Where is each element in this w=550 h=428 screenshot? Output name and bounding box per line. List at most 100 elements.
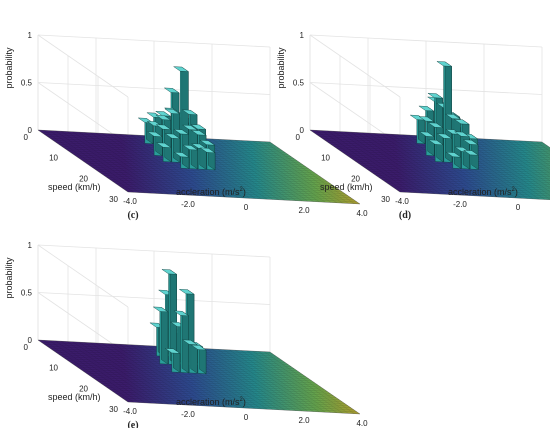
mesh-line — [113, 343, 204, 407]
mesh-line — [252, 140, 343, 204]
x-tick-label: -4.0 — [123, 197, 137, 206]
mesh-line — [378, 177, 550, 187]
bar-top-face — [436, 133, 453, 139]
mesh-line — [387, 183, 550, 193]
mesh-line — [344, 131, 435, 194]
x-axis-label-superscript: 2 — [240, 187, 244, 193]
grid-line — [309, 34, 401, 98]
bar-top-face — [164, 348, 181, 354]
mesh-line — [217, 349, 308, 412]
mesh-line — [130, 134, 221, 197]
bar-top-face — [181, 124, 199, 131]
y-tick-label: 0 — [24, 343, 29, 352]
bars — [137, 66, 216, 171]
mesh-line — [363, 167, 550, 177]
mesh-line — [366, 169, 550, 179]
mesh-line — [55, 130, 146, 194]
mesh-line — [240, 350, 332, 413]
mesh-line — [100, 383, 334, 396]
bar-top-face — [178, 289, 195, 295]
mesh-line — [206, 348, 297, 411]
mesh-line — [350, 131, 441, 195]
grid-line — [309, 34, 543, 48]
bar-top-face — [155, 142, 172, 148]
z-axis-label: probability — [4, 47, 14, 89]
mesh-line — [107, 133, 198, 196]
y-axis-label: speed (km/h) — [48, 392, 101, 402]
surface-mesh — [40, 130, 358, 204]
y-tick-label: 10 — [49, 364, 58, 373]
grid-line — [37, 82, 271, 95]
y-tick-label: 10 — [49, 154, 58, 163]
bar-top-face — [182, 144, 199, 151]
mesh-line — [91, 167, 325, 180]
bar-top-face — [427, 92, 444, 99]
mesh-line — [217, 139, 308, 202]
mesh-line — [112, 391, 346, 404]
mesh-line — [66, 341, 158, 404]
x-axis-label-superscript: 2 — [240, 397, 244, 403]
bar-top-face — [190, 344, 207, 351]
bar — [164, 133, 181, 163]
bar — [199, 147, 216, 171]
mesh-line — [109, 389, 343, 402]
mesh-line — [124, 399, 358, 413]
z-tick-label: 0.5 — [293, 79, 305, 88]
bar — [182, 144, 199, 170]
mesh-line — [43, 130, 134, 193]
surface-mesh — [40, 340, 358, 414]
x-axis-label-suffix: ) — [243, 187, 246, 197]
bar-top-face — [190, 130, 207, 136]
x-tick-label: 2.0 — [298, 206, 310, 215]
mesh-line — [235, 350, 326, 413]
mesh-line — [379, 133, 470, 196]
x-tick-label: -2.0 — [181, 410, 195, 419]
bar — [190, 344, 207, 375]
mesh-line — [495, 139, 550, 178]
bar-top-face — [427, 122, 444, 128]
bar-top-face — [199, 139, 216, 146]
mesh-line — [356, 132, 447, 195]
grid-line — [309, 82, 543, 95]
mesh-line — [258, 141, 349, 204]
mesh-line — [381, 179, 550, 189]
mesh-line — [43, 340, 134, 403]
mesh-line — [55, 340, 146, 404]
bar-top-face — [453, 131, 471, 137]
x-axis-label: accleration (m/s2) — [176, 397, 246, 407]
mesh-line — [472, 138, 550, 193]
bar-top-face — [163, 87, 180, 94]
mesh-line — [518, 140, 550, 163]
bar — [436, 61, 453, 158]
bar — [427, 139, 444, 163]
z-tick-label: 0.5 — [21, 289, 33, 298]
mesh-line — [97, 381, 331, 394]
mesh-line — [82, 370, 316, 384]
bar-top-face — [190, 124, 207, 130]
bars — [409, 61, 480, 170]
mesh-line — [124, 344, 216, 407]
mesh-line — [90, 132, 181, 195]
y-tick-label: 20 — [79, 384, 88, 393]
mesh-line — [385, 133, 476, 197]
bar-top-face — [173, 310, 190, 317]
mesh-line — [390, 185, 550, 195]
grid-line — [37, 244, 271, 258]
grid-line — [37, 34, 129, 98]
mesh-line — [115, 183, 349, 196]
z-axis-label: probability — [276, 47, 286, 89]
mesh-line — [362, 132, 453, 195]
bars — [149, 269, 207, 375]
mesh-line — [84, 132, 175, 195]
mesh-line — [373, 133, 464, 196]
bar — [173, 151, 190, 169]
mesh-line — [375, 175, 550, 185]
x-axis-label-main: accleration (m/s — [176, 397, 240, 407]
z-tick-label: 0 — [28, 336, 33, 345]
mesh-line — [61, 341, 152, 404]
bar-top-face — [172, 66, 190, 72]
mesh-line — [72, 341, 163, 404]
mesh-line — [121, 187, 355, 201]
mesh-line — [79, 368, 313, 382]
